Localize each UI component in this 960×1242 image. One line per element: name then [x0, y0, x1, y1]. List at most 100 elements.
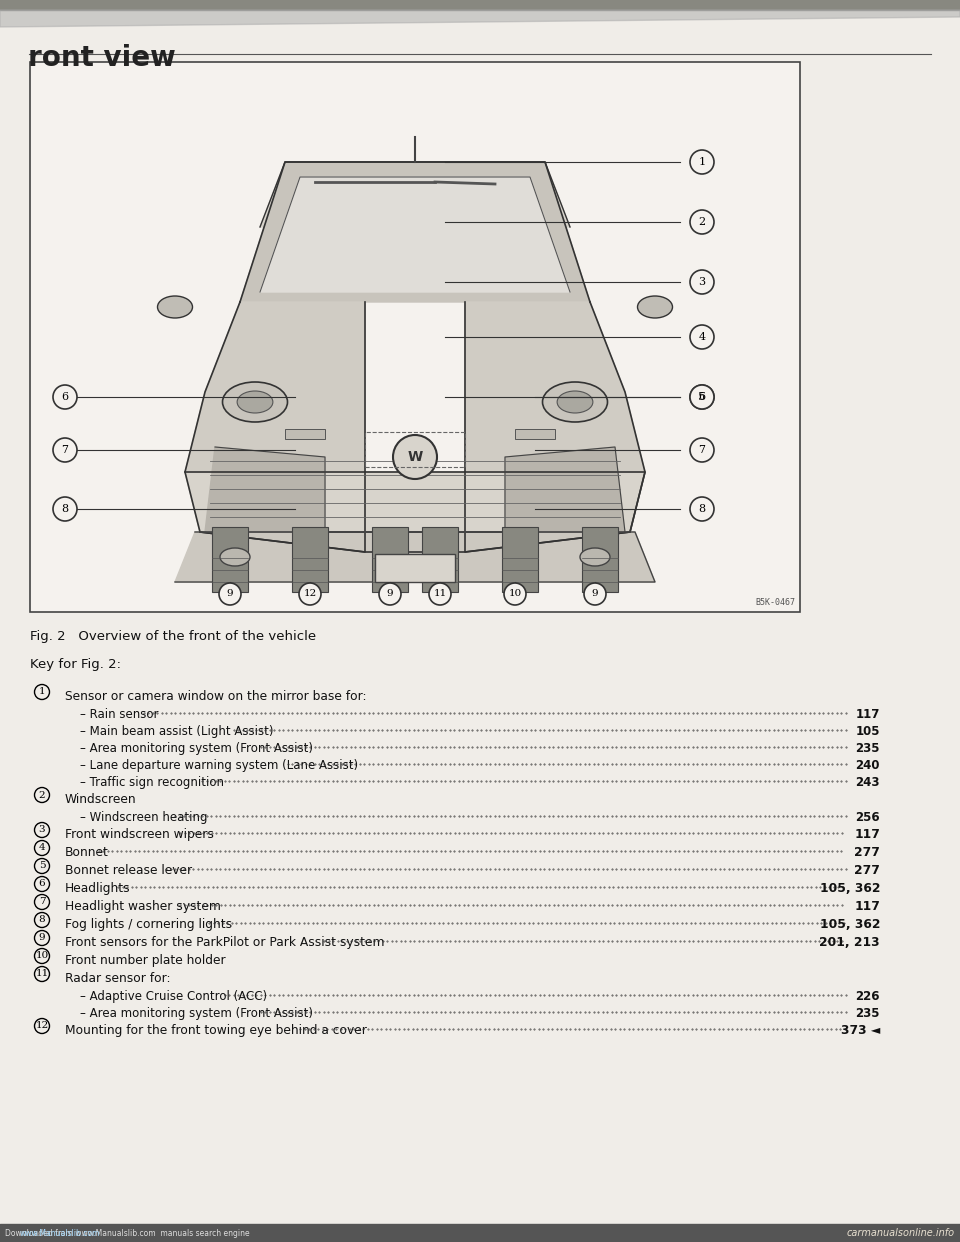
Text: Radar sensor for:: Radar sensor for: — [65, 972, 171, 985]
Ellipse shape — [580, 548, 610, 566]
Bar — [372, 527, 408, 592]
Text: 7: 7 — [38, 898, 45, 907]
Text: Sensor or camera window on the mirror base for:: Sensor or camera window on the mirror ba… — [65, 691, 367, 703]
Text: 6: 6 — [699, 392, 706, 402]
Bar — [292, 527, 328, 592]
Text: 6: 6 — [61, 392, 68, 402]
Text: 10: 10 — [509, 590, 521, 599]
Text: – Rain sensor: – Rain sensor — [80, 708, 158, 722]
Text: 11: 11 — [36, 970, 49, 979]
Text: 2: 2 — [699, 217, 706, 227]
Text: Headlight washer system: Headlight washer system — [65, 900, 221, 913]
Text: 10: 10 — [36, 951, 49, 960]
Circle shape — [584, 582, 606, 605]
Bar — [502, 527, 538, 592]
Text: 117: 117 — [854, 828, 880, 841]
Text: Front sensors for the ParkPilot or Park Assist system: Front sensors for the ParkPilot or Park … — [65, 936, 385, 949]
Text: Fig. 2   Overview of the front of the vehicle: Fig. 2 Overview of the front of the vehi… — [30, 630, 316, 643]
Circle shape — [429, 582, 451, 605]
Text: 235: 235 — [855, 741, 880, 755]
Text: 11: 11 — [433, 590, 446, 599]
Text: 373 ◄: 373 ◄ — [841, 1023, 880, 1037]
Text: 240: 240 — [855, 759, 880, 773]
Circle shape — [299, 582, 321, 605]
Polygon shape — [185, 302, 365, 551]
Text: – Area monitoring system (Front Assist): – Area monitoring system (Front Assist) — [80, 1007, 313, 1020]
Text: B5K-0467: B5K-0467 — [755, 597, 795, 607]
Text: Mounting for the front towing eye behind a cover: Mounting for the front towing eye behind… — [65, 1023, 367, 1037]
Circle shape — [219, 582, 241, 605]
Text: 7: 7 — [699, 445, 706, 455]
Text: 105: 105 — [855, 725, 880, 738]
Text: – Lane departure warning system (Lane Assist): – Lane departure warning system (Lane As… — [80, 759, 358, 773]
Circle shape — [690, 210, 714, 233]
Text: 277: 277 — [854, 864, 880, 877]
Text: Windscreen: Windscreen — [65, 792, 136, 806]
Text: 5: 5 — [38, 862, 45, 871]
Text: 12: 12 — [36, 1021, 49, 1031]
Text: 9: 9 — [591, 590, 598, 599]
Text: 9: 9 — [227, 590, 233, 599]
Text: 7: 7 — [61, 445, 68, 455]
FancyBboxPatch shape — [30, 62, 800, 612]
Text: W: W — [407, 450, 422, 465]
Circle shape — [690, 270, 714, 294]
Bar — [365, 432, 465, 467]
Text: www.Manualslib.com: www.Manualslib.com — [20, 1228, 101, 1237]
Text: 1: 1 — [38, 688, 45, 697]
Text: 3: 3 — [699, 277, 706, 287]
Circle shape — [53, 438, 77, 462]
Text: 4: 4 — [699, 332, 706, 342]
Text: Key for Fig. 2:: Key for Fig. 2: — [30, 658, 121, 671]
Bar — [285, 428, 325, 438]
Polygon shape — [240, 161, 590, 302]
Text: 117: 117 — [855, 708, 880, 722]
Ellipse shape — [237, 391, 273, 414]
Text: 105, 362: 105, 362 — [820, 918, 880, 932]
Text: 256: 256 — [855, 811, 880, 823]
Text: 2: 2 — [38, 790, 45, 800]
Circle shape — [393, 435, 437, 479]
Bar — [212, 527, 248, 592]
Text: Fog lights / cornering lights: Fog lights / cornering lights — [65, 918, 232, 932]
Ellipse shape — [220, 548, 250, 566]
Bar — [375, 554, 455, 582]
Circle shape — [504, 582, 526, 605]
Text: 6: 6 — [38, 879, 45, 888]
Ellipse shape — [157, 296, 193, 318]
Circle shape — [690, 325, 714, 349]
Text: – Adaptive Cruise Control (ACC): – Adaptive Cruise Control (ACC) — [80, 990, 267, 1004]
Text: Headlights: Headlights — [65, 882, 131, 895]
Ellipse shape — [542, 383, 608, 422]
Text: 5: 5 — [699, 392, 706, 402]
Text: 201, 213: 201, 213 — [820, 936, 880, 949]
Text: – Traffic sign recognition: – Traffic sign recognition — [80, 776, 224, 789]
Text: ront view: ront view — [28, 43, 176, 72]
Circle shape — [690, 497, 714, 520]
Text: 105, 362: 105, 362 — [820, 882, 880, 895]
Bar — [515, 428, 555, 438]
Text: 8: 8 — [38, 915, 45, 924]
Text: Bonnet release lever: Bonnet release lever — [65, 864, 192, 877]
Text: Front windscreen wipers: Front windscreen wipers — [65, 828, 214, 841]
Text: 243: 243 — [855, 776, 880, 789]
Text: 9: 9 — [38, 934, 45, 943]
Text: 117: 117 — [854, 900, 880, 913]
Circle shape — [53, 497, 77, 520]
Text: 1: 1 — [699, 156, 706, 166]
Circle shape — [690, 385, 714, 409]
Circle shape — [690, 438, 714, 462]
Text: 4: 4 — [38, 843, 45, 852]
Text: – Area monitoring system (Front Assist): – Area monitoring system (Front Assist) — [80, 741, 313, 755]
Text: – Windscreen heating: – Windscreen heating — [80, 811, 207, 823]
Polygon shape — [205, 447, 625, 532]
Ellipse shape — [557, 391, 593, 414]
Text: 235: 235 — [855, 1007, 880, 1020]
Text: Downloaded from www.Manualslib.com  manuals search engine: Downloaded from www.Manualslib.com manua… — [5, 1228, 250, 1237]
Text: – Main beam assist (Light Assist): – Main beam assist (Light Assist) — [80, 725, 274, 738]
Text: carmanualsonline.info: carmanualsonline.info — [847, 1228, 955, 1238]
Text: 12: 12 — [303, 590, 317, 599]
Bar — [422, 527, 458, 592]
Text: Front number plate holder: Front number plate holder — [65, 954, 226, 968]
Polygon shape — [465, 302, 645, 551]
